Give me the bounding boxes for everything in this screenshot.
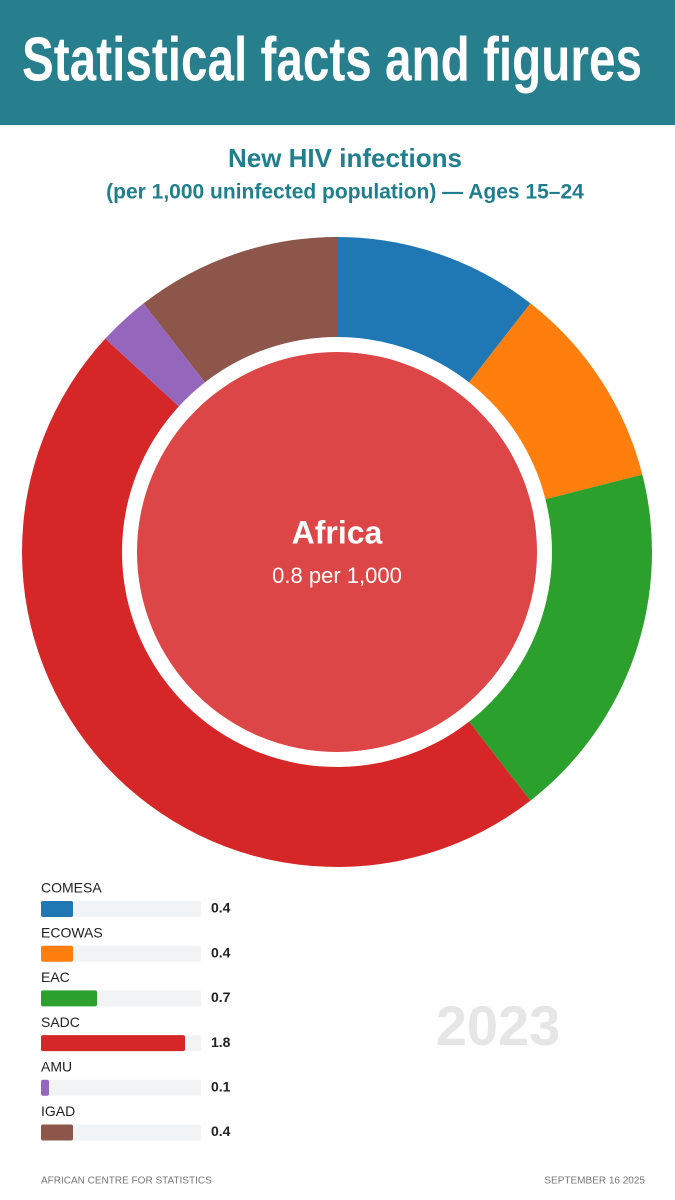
legend-track xyxy=(41,901,201,917)
donut-segment xyxy=(469,303,643,500)
legend-label: IGAD xyxy=(41,1103,75,1119)
center-value-label: 0.8 per 1,000 xyxy=(272,563,402,588)
legend-value: 0.7 xyxy=(211,989,231,1005)
legend-track xyxy=(41,1079,201,1096)
legend-bar xyxy=(41,1079,49,1096)
legend-label: ECOWAS xyxy=(41,924,103,940)
legend-value: 1.8 xyxy=(211,1034,231,1050)
donut-segment xyxy=(337,237,531,383)
legend-value: 0.4 xyxy=(211,900,231,916)
legend-label: EAC xyxy=(41,969,70,985)
year-watermark: 2023 xyxy=(436,994,561,1057)
center-label: Africa xyxy=(292,514,383,550)
center-circle xyxy=(137,352,537,752)
donut-segment xyxy=(143,237,337,383)
legend-label: SADC xyxy=(41,1014,80,1030)
legend-bar xyxy=(41,1035,185,1052)
legend-value: 0.4 xyxy=(211,1123,231,1139)
header-title: Statistical facts and figures xyxy=(22,25,642,94)
legend-track xyxy=(41,1124,201,1141)
donut-segment xyxy=(469,474,652,801)
footer-right: SEPTEMBER 16 2025 xyxy=(544,1176,645,1187)
legend-bar xyxy=(41,990,97,1007)
legend-label: AMU xyxy=(41,1059,72,1075)
footer-left: AFRICAN CENTRE FOR STATISTICS xyxy=(41,1176,212,1187)
legend-value: 0.1 xyxy=(211,1079,231,1095)
header-band xyxy=(0,0,675,125)
legend-bar xyxy=(41,945,73,962)
chart-title: New HIV infections xyxy=(228,143,462,173)
legend-bar xyxy=(41,1124,73,1141)
donut-segment xyxy=(22,338,531,867)
legend-bar xyxy=(41,901,73,917)
legend-label: COMESA xyxy=(41,880,102,896)
legend-value: 0.4 xyxy=(211,944,231,960)
chart-subtitle: (per 1,000 uninfected population) — Ages… xyxy=(106,181,584,204)
donut-segment xyxy=(105,303,205,407)
legend-track xyxy=(41,945,201,962)
